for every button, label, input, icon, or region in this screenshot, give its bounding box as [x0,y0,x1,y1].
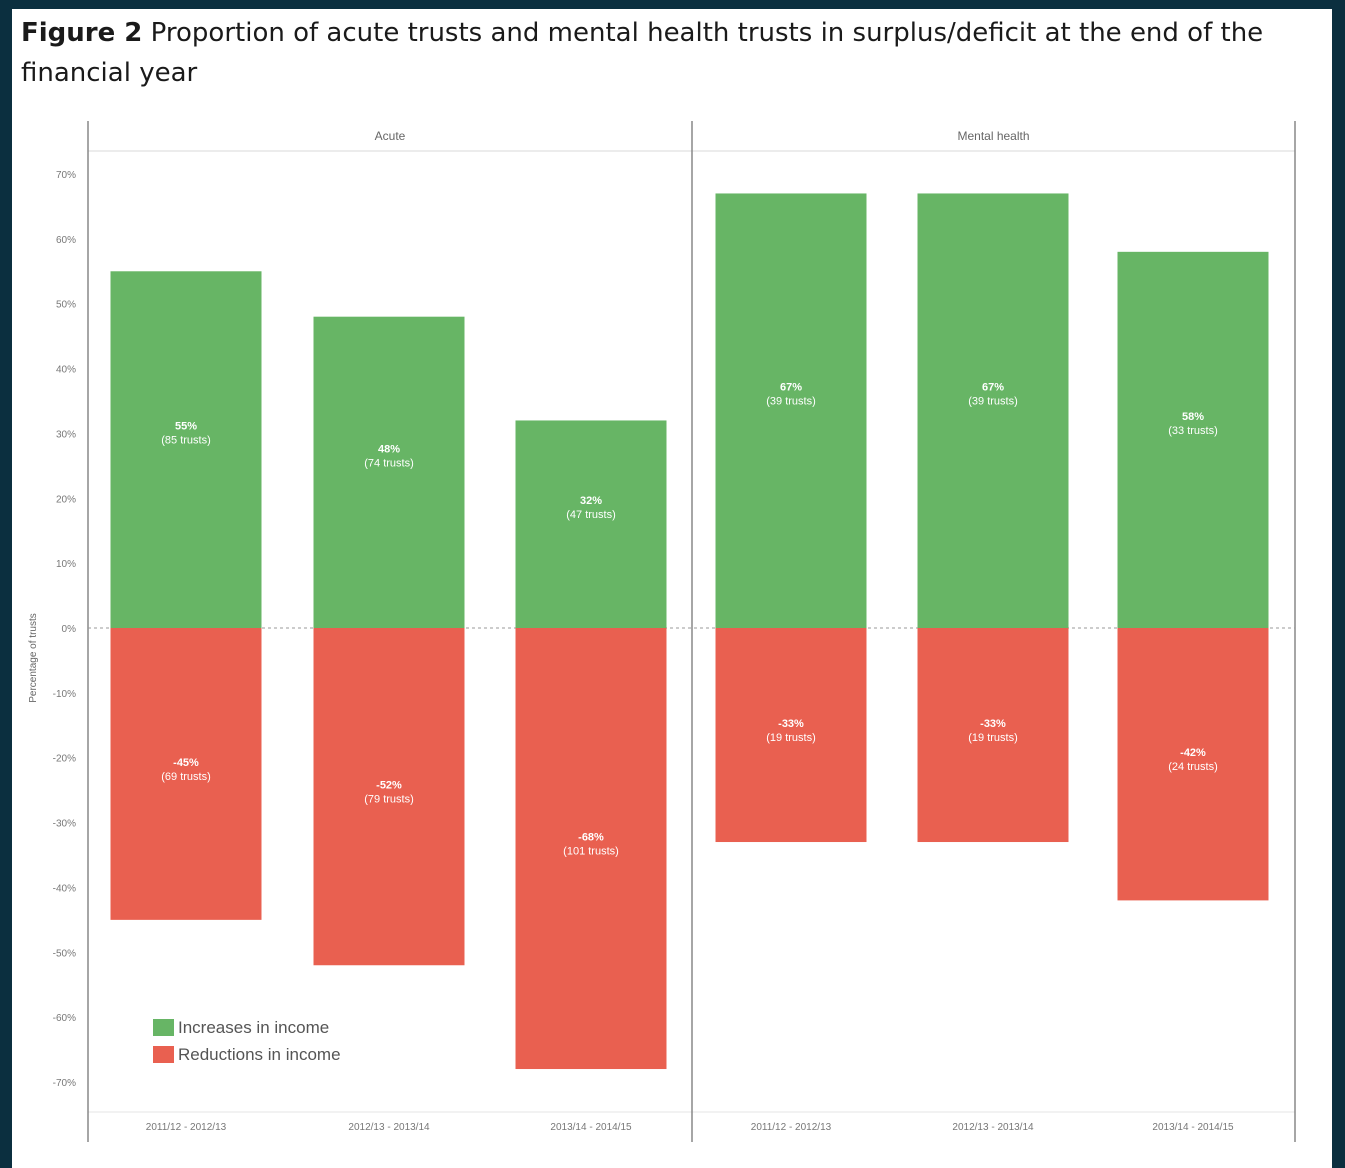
data-label: 32% [580,495,602,507]
y-tick-label: 40% [56,365,76,376]
data-label: -33% [980,718,1006,730]
y-tick-label: -60% [53,1013,76,1024]
y-tick-label: 10% [56,559,76,570]
x-tick-label: 2012/13 - 2013/14 [348,1122,430,1133]
data-sublabel: (85 trusts) [161,435,211,447]
data-label: 58% [1182,411,1204,423]
x-tick-label: 2013/14 - 2014/15 [1152,1122,1234,1133]
y-axis-label: Percentage of trusts [28,613,39,703]
data-label: -68% [578,832,604,844]
legend-label-reduction: Reductions in income [178,1044,341,1064]
y-tick-label: 50% [56,300,76,311]
x-tick-label: 2012/13 - 2013/14 [952,1122,1034,1133]
data-sublabel: (47 trusts) [566,509,616,521]
bar-reduction [1117,628,1269,901]
y-tick-label: -20% [53,754,76,765]
y-tick-label: -30% [53,819,76,830]
data-sublabel: (69 trusts) [161,771,211,783]
data-label: -33% [778,718,804,730]
bar-increase [515,420,667,628]
figure-title: Figure 2 Proportion of acute trusts and … [21,13,1311,93]
bar-increase [917,193,1069,628]
panel-title: Acute [375,129,406,143]
bar-chart: Acute Mental health 70% 60% 50% 40% 30% 20% 10% 0… [28,121,1296,1142]
y-tick-label: 20% [56,494,76,505]
bar-reduction [917,628,1069,843]
data-label: -45% [173,757,199,769]
y-tick-label: 0% [62,624,77,635]
data-sublabel: (39 trusts) [968,396,1018,408]
chart-legend: Increases in income Reductions in income [153,1014,341,1068]
y-tick-label: -10% [53,689,76,700]
chart-axes: Acute Mental health 70% 60% 50% 40% 30% 20% 10% 0… [28,121,1296,1142]
y-tick-label: -40% [53,883,76,894]
y-tick-label: 60% [56,235,76,246]
legend-label-increase: Increases in income [178,1017,330,1037]
data-label: -42% [1180,747,1206,759]
data-sublabel: (33 trusts) [1168,425,1218,437]
bar-increase [110,271,262,628]
data-label: 48% [378,443,400,455]
data-label: 67% [982,382,1004,394]
x-tick-label: 2011/12 - 2012/13 [146,1122,227,1133]
data-sublabel: (19 trusts) [968,732,1018,744]
panel-title: Mental health [957,129,1029,143]
bar-increase [313,316,465,628]
data-sublabel: (79 trusts) [364,794,414,806]
y-tick-label: -50% [53,948,76,959]
legend-item-increase: Increases in income [153,1014,341,1041]
bar-increase [1117,251,1269,629]
x-tick-label: 2011/12 - 2012/13 [751,1122,832,1133]
data-label: -52% [376,780,402,792]
data-sublabel: (39 trusts) [766,396,816,408]
figure-label: Figure 2 [21,18,143,48]
legend-item-reduction: Reductions in income [153,1041,341,1068]
data-sublabel: (74 trusts) [364,457,414,469]
legend-swatch-increase [153,1019,174,1036]
bar-reduction [313,628,465,966]
y-tick-label: 30% [56,429,76,440]
bar-reduction [715,628,867,843]
x-tick-label: 2013/14 - 2014/15 [550,1122,632,1133]
figure-frame: Figure 2 Proportion of acute trusts and … [12,9,1332,1168]
data-label: 67% [780,382,802,394]
y-tick-label: 70% [56,170,76,181]
data-sublabel: (101 trusts) [563,846,619,858]
chart-bars [110,193,1269,1070]
figure-title-text: Proportion of acute trusts and mental he… [21,18,1264,88]
data-label: 55% [175,421,197,433]
legend-swatch-reduction [153,1046,174,1063]
chart-labels: 55% (85 trusts) -45% (69 trusts) 48% (74 trus… [161,382,1218,858]
bar-reduction [110,628,262,920]
panel-header-band [692,121,1295,151]
bar-reduction [515,628,667,1070]
y-tick-label: -70% [53,1078,76,1089]
data-sublabel: (24 trusts) [1168,761,1218,773]
data-sublabel: (19 trusts) [766,732,816,744]
bar-increase [715,193,867,628]
panel-header-band [88,121,692,151]
